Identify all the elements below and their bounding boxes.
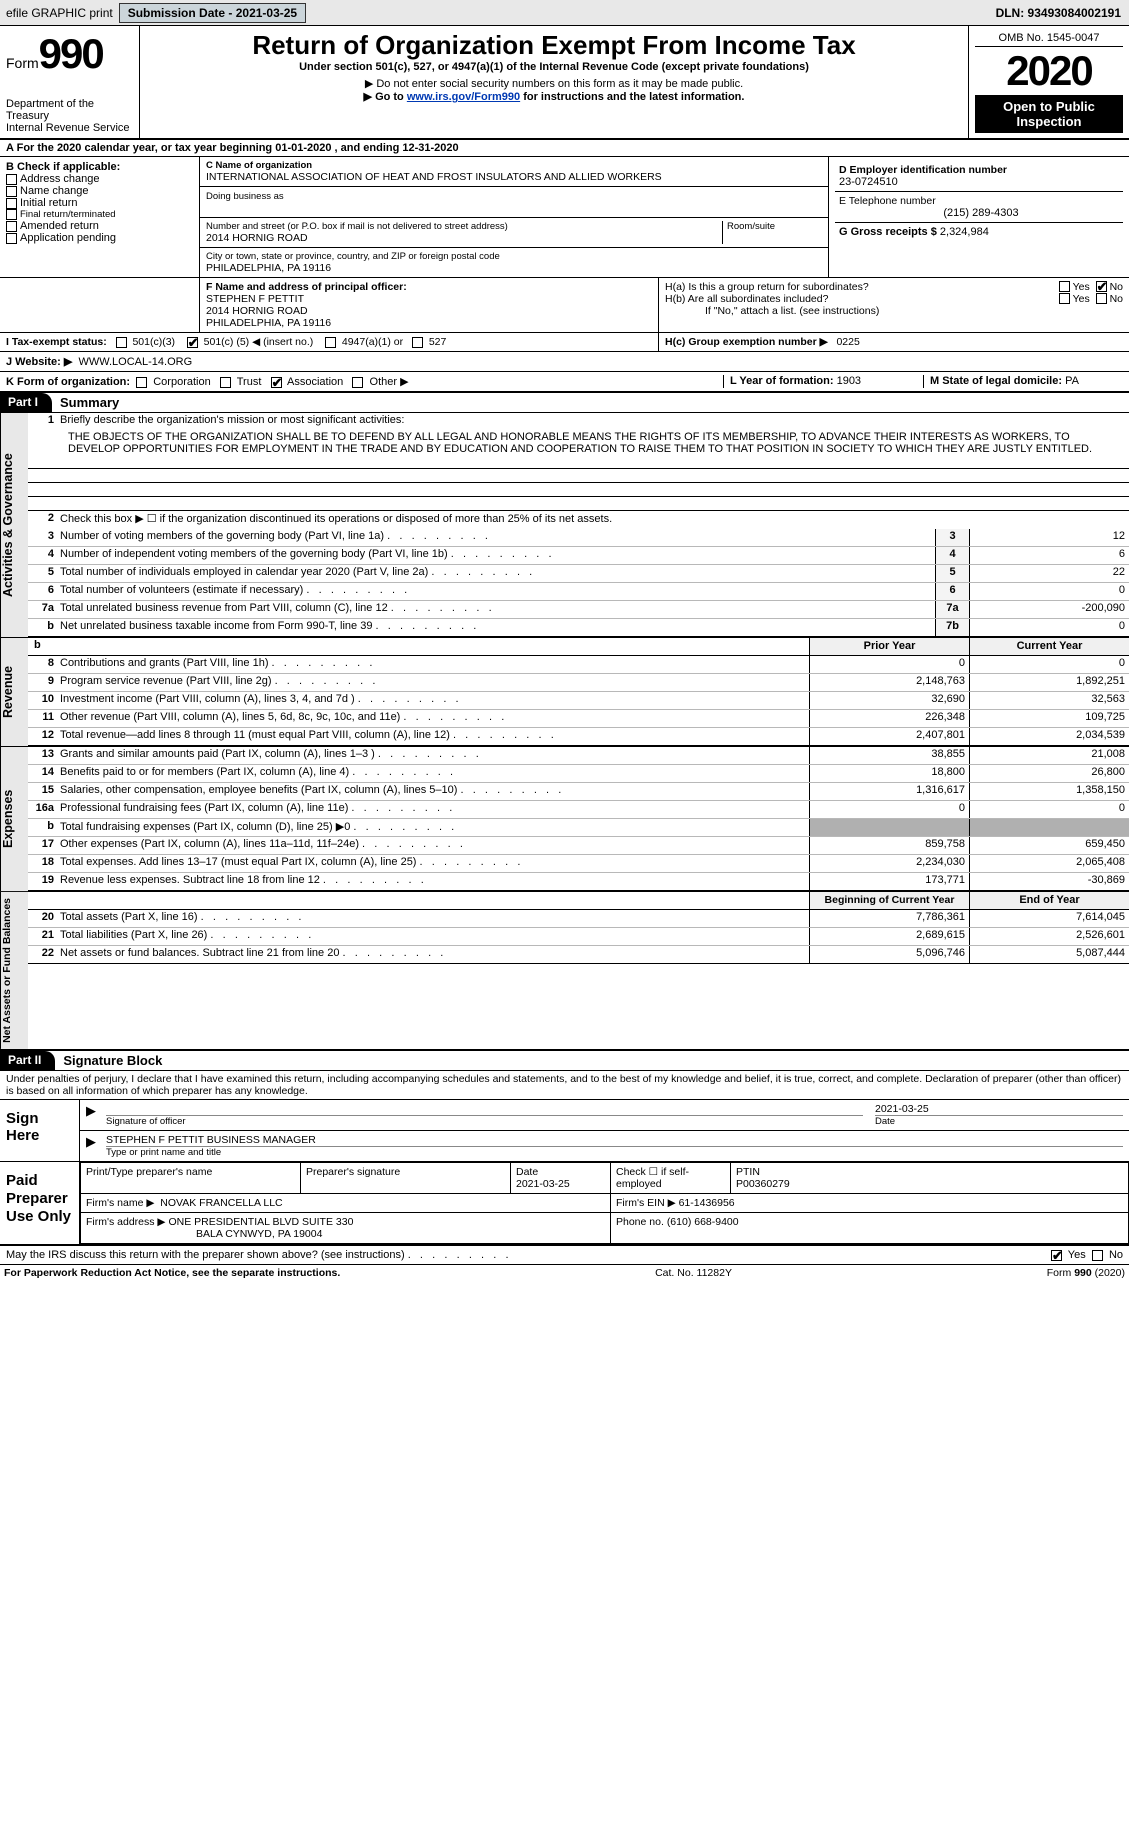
- gov-line-5: 5 Total number of individuals employed i…: [28, 565, 1129, 583]
- ein-value: 23-0724510: [839, 176, 1123, 188]
- form-header: Form990 Department of the Treasury Inter…: [0, 26, 1129, 140]
- declaration: Under penalties of perjury, I declare th…: [0, 1071, 1129, 1100]
- header-bar: efile GRAPHIC print Submission Date - 20…: [0, 0, 1129, 26]
- exp-line-19: 19 Revenue less expenses. Subtract line …: [28, 873, 1129, 891]
- omb-number: OMB No. 1545-0047: [975, 30, 1123, 47]
- form-subtitle: Under section 501(c), 527, or 4947(a)(1)…: [146, 61, 962, 73]
- officer-signature-name: STEPHEN F PETTIT BUSINESS MANAGER: [106, 1134, 1123, 1147]
- form-title: Return of Organization Exempt From Incom…: [146, 30, 962, 61]
- na-line-21: 21 Total liabilities (Part X, line 26) 2…: [28, 928, 1129, 946]
- firm-name: NOVAK FRANCELLA LLC: [160, 1197, 282, 1209]
- net-assets-section: Net Assets or Fund Balances Beginning of…: [0, 892, 1129, 1051]
- part1-header: Part I Summary: [0, 393, 1129, 413]
- rev-line-8: 8 Contributions and grants (Part VIII, l…: [28, 656, 1129, 674]
- vtab-expenses: Expenses: [0, 747, 28, 891]
- exp-line-13: 13 Grants and similar amounts paid (Part…: [28, 747, 1129, 765]
- tax-year: 2020: [975, 47, 1123, 95]
- section-d: D Employer identification number 23-0724…: [829, 157, 1129, 277]
- sign-here-label: Sign Here: [0, 1100, 80, 1161]
- page-footer: For Paperwork Reduction Act Notice, see …: [0, 1265, 1129, 1281]
- exp-line-b: b Total fundraising expenses (Part IX, c…: [28, 819, 1129, 837]
- website: WWW.LOCAL-14.ORG: [78, 356, 192, 368]
- exp-line-15: 15 Salaries, other compensation, employe…: [28, 783, 1129, 801]
- exp-line-16a: 16a Professional fundraising fees (Part …: [28, 801, 1129, 819]
- na-line-22: 22 Net assets or fund balances. Subtract…: [28, 946, 1129, 964]
- group-exemption: 0225: [836, 336, 859, 348]
- note-ssn: ▶ Do not enter social security numbers o…: [146, 77, 962, 90]
- exp-line-18: 18 Total expenses. Add lines 13–17 (must…: [28, 855, 1129, 873]
- gross-receipts: 2,324,984: [940, 226, 989, 238]
- exp-line-17: 17 Other expenses (Part IX, column (A), …: [28, 837, 1129, 855]
- exp-line-14: 14 Benefits paid to or for members (Part…: [28, 765, 1129, 783]
- section-j: J Website: ▶ WWW.LOCAL-14.ORG: [0, 352, 1129, 372]
- rev-line-12: 12 Total revenue—add lines 8 through 11 …: [28, 728, 1129, 746]
- rev-line-10: 10 Investment income (Part VIII, column …: [28, 692, 1129, 710]
- note-link: ▶ Go to www.irs.gov/Form990 for instruct…: [146, 90, 962, 103]
- submission-date-button[interactable]: Submission Date - 2021-03-25: [119, 3, 306, 23]
- irs-link[interactable]: www.irs.gov/Form990: [407, 91, 520, 103]
- telephone: (215) 289-4303: [839, 207, 1123, 219]
- revenue-section: Revenue b Prior Year Current Year 8 Cont…: [0, 638, 1129, 747]
- dln-label: DLN: 93493084002191: [996, 6, 1121, 20]
- ptin: P00360279: [736, 1178, 790, 1190]
- rev-line-11: 11 Other revenue (Part VIII, column (A),…: [28, 710, 1129, 728]
- discuss-row: May the IRS discuss this return with the…: [0, 1246, 1129, 1265]
- gov-line-4: 4 Number of independent voting members o…: [28, 547, 1129, 565]
- gov-line-6: 6 Total number of volunteers (estimate i…: [28, 583, 1129, 601]
- firm-phone: (610) 668-9400: [667, 1216, 739, 1228]
- gov-line-3: 3 Number of voting members of the govern…: [28, 529, 1129, 547]
- section-i: I Tax-exempt status: 501(c)(3) 501(c) (5…: [0, 333, 1129, 352]
- section-fh: F Name and address of principal officer:…: [0, 278, 1129, 333]
- activities-governance: Activities & Governance 1Briefly describ…: [0, 413, 1129, 638]
- open-inspection: Open to Public Inspection: [975, 95, 1123, 133]
- org-name: INTERNATIONAL ASSOCIATION OF HEAT AND FR…: [206, 171, 822, 183]
- officer-name: STEPHEN F PETTIT: [206, 293, 652, 305]
- vtab-governance: Activities & Governance: [0, 413, 28, 637]
- vtab-netassets: Net Assets or Fund Balances: [0, 892, 28, 1049]
- part2-header: Part II Signature Block: [0, 1051, 1129, 1071]
- paid-preparer: Paid Preparer Use Only Print/Type prepar…: [0, 1162, 1129, 1246]
- signature-block: Under penalties of perjury, I declare th…: [0, 1071, 1129, 1162]
- preparer-table: Print/Type preparer's name Preparer's si…: [80, 1162, 1129, 1244]
- period-line: For the 2020 calendar year, or tax year …: [17, 142, 459, 154]
- mission-text: THE OBJECTS OF THE ORGANIZATION SHALL BE…: [28, 431, 1129, 455]
- org-address: 2014 HORNIG ROAD: [206, 232, 722, 244]
- gov-line-7b: b Net unrelated business taxable income …: [28, 619, 1129, 637]
- expenses-section: Expenses 13 Grants and similar amounts p…: [0, 747, 1129, 892]
- dept-label: Department of the Treasury Internal Reve…: [6, 98, 133, 134]
- firm-ein: 61-1436956: [679, 1197, 735, 1209]
- efile-label: efile GRAPHIC print: [6, 6, 113, 20]
- section-bcd: B Check if applicable: Address change Na…: [0, 157, 1129, 278]
- section-b: B Check if applicable: Address change Na…: [0, 157, 200, 277]
- section-klm: K Form of organization: Corporation Trus…: [0, 372, 1129, 393]
- org-city: PHILADELPHIA, PA 19116: [206, 262, 822, 274]
- rev-line-9: 9 Program service revenue (Part VIII, li…: [28, 674, 1129, 692]
- gov-line-7a: 7a Total unrelated business revenue from…: [28, 601, 1129, 619]
- vtab-revenue: Revenue: [0, 638, 28, 746]
- section-c: C Name of organization INTERNATIONAL ASS…: [200, 157, 829, 277]
- form-number: Form990: [6, 30, 133, 78]
- na-line-20: 20 Total assets (Part X, line 16) 7,786,…: [28, 910, 1129, 928]
